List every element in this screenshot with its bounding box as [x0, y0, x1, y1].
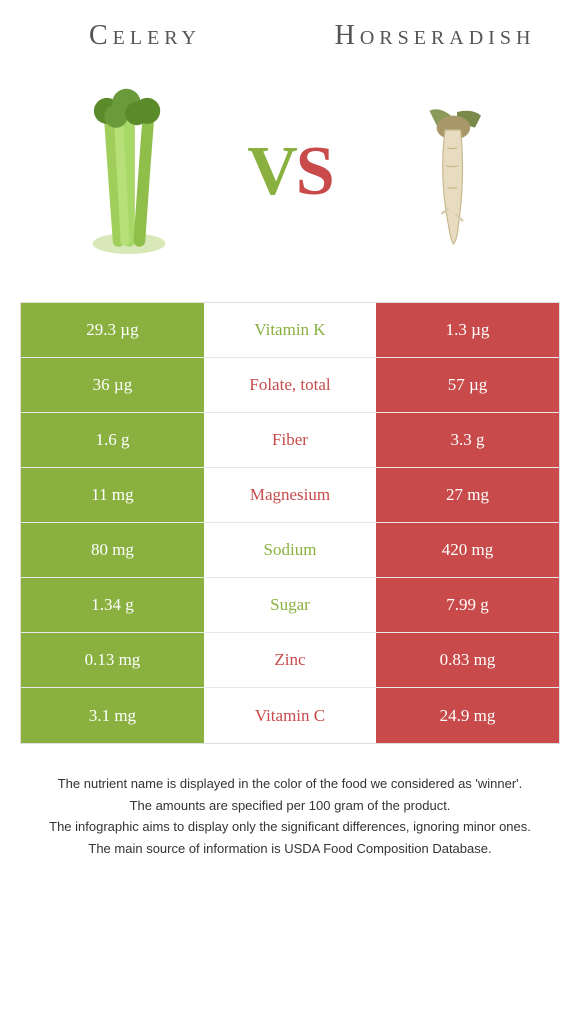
nutrient-name: Vitamin C — [204, 688, 376, 743]
nutrient-name: Folate, total — [204, 358, 376, 412]
nutrient-row: 29.3 µgVitamin K1.3 µg — [21, 303, 559, 358]
nutrient-row: 3.1 mgVitamin C24.9 mg — [21, 688, 559, 743]
comparison-infographic: Celery Horseradish VS — [0, 0, 580, 858]
value-left: 36 µg — [21, 358, 204, 412]
footer-line: The infographic aims to display only the… — [20, 817, 560, 837]
nutrient-row: 1.6 gFiber3.3 g — [21, 413, 559, 468]
title-left: Celery — [0, 20, 290, 52]
value-left: 29.3 µg — [21, 303, 204, 357]
value-left: 1.34 g — [21, 578, 204, 632]
value-left: 3.1 mg — [21, 688, 204, 743]
value-right: 27 mg — [376, 468, 559, 522]
nutrient-name: Magnesium — [204, 468, 376, 522]
footer-line: The nutrient name is displayed in the co… — [20, 774, 560, 794]
footer-notes: The nutrient name is displayed in the co… — [20, 774, 560, 858]
nutrient-name: Vitamin K — [204, 303, 376, 357]
vs-s: S — [296, 133, 333, 210]
value-left: 11 mg — [21, 468, 204, 522]
value-left: 0.13 mg — [21, 633, 204, 687]
header-row: Celery Horseradish — [0, 0, 580, 62]
value-right: 0.83 mg — [376, 633, 559, 687]
hero-row: VS — [0, 62, 580, 302]
nutrient-table: 29.3 µgVitamin K1.3 µg36 µgFolate, total… — [20, 302, 560, 744]
vs-v: V — [247, 133, 296, 210]
celery-image — [49, 72, 209, 272]
nutrient-row: 1.34 gSugar7.99 g — [21, 578, 559, 633]
nutrient-name: Fiber — [204, 413, 376, 467]
nutrient-row: 36 µgFolate, total57 µg — [21, 358, 559, 413]
nutrient-name: Sodium — [204, 523, 376, 577]
nutrient-name: Zinc — [204, 633, 376, 687]
value-right: 57 µg — [376, 358, 559, 412]
value-right: 7.99 g — [376, 578, 559, 632]
value-right: 1.3 µg — [376, 303, 559, 357]
nutrient-row: 0.13 mgZinc0.83 mg — [21, 633, 559, 688]
horseradish-image — [371, 72, 531, 272]
nutrient-row: 80 mgSodium420 mg — [21, 523, 559, 578]
footer-line: The amounts are specified per 100 gram o… — [20, 796, 560, 816]
title-right: Horseradish — [290, 20, 580, 52]
value-right: 3.3 g — [376, 413, 559, 467]
value-left: 1.6 g — [21, 413, 204, 467]
value-left: 80 mg — [21, 523, 204, 577]
value-right: 420 mg — [376, 523, 559, 577]
nutrient-name: Sugar — [204, 578, 376, 632]
nutrient-row: 11 mgMagnesium27 mg — [21, 468, 559, 523]
footer-line: The main source of information is USDA F… — [20, 839, 560, 859]
value-right: 24.9 mg — [376, 688, 559, 743]
vs-label: VS — [247, 132, 333, 212]
